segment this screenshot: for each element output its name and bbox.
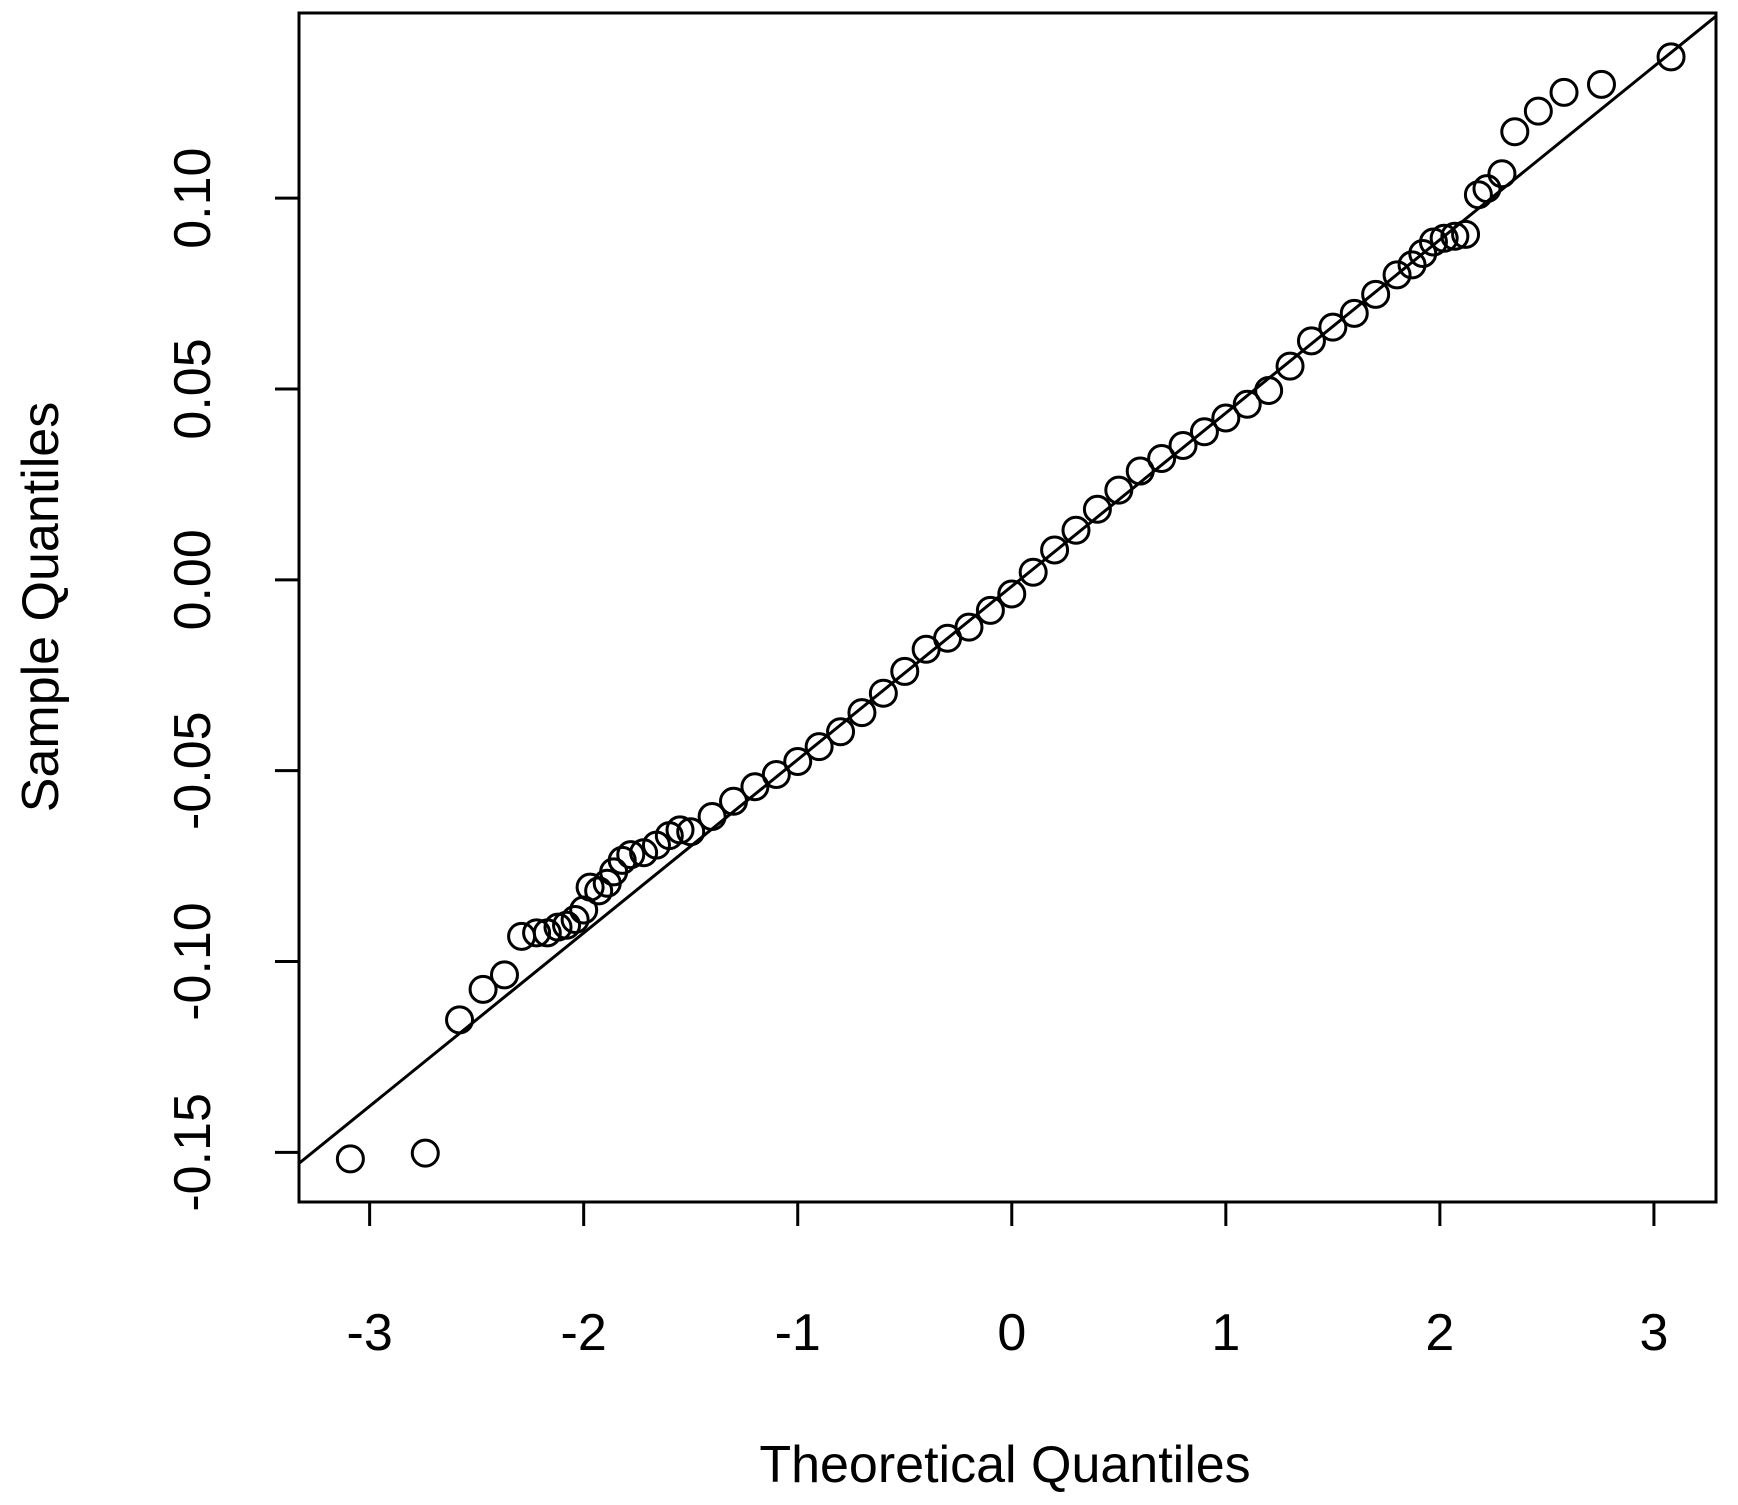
point	[1232, 389, 1262, 419]
point	[1361, 279, 1391, 309]
point	[1040, 535, 1070, 565]
point	[1275, 351, 1305, 381]
point	[1189, 417, 1219, 447]
plot-frame	[297, 11, 1718, 1204]
point	[1082, 494, 1112, 524]
point	[1211, 403, 1241, 433]
x-tick-label: -1	[775, 1304, 821, 1362]
point	[665, 815, 695, 845]
point	[1586, 69, 1616, 99]
point	[616, 840, 646, 870]
point	[1318, 312, 1348, 342]
y-tick-label: -0.10	[164, 902, 222, 1021]
point	[697, 801, 727, 831]
point	[1254, 376, 1284, 406]
point	[1382, 260, 1412, 290]
point	[890, 656, 920, 686]
x-tick-label: 2	[1425, 1304, 1454, 1362]
point	[1429, 223, 1459, 253]
point	[975, 595, 1005, 625]
point	[1440, 221, 1470, 251]
point	[584, 876, 614, 906]
point	[1168, 430, 1198, 460]
point	[1472, 174, 1502, 204]
point	[719, 786, 749, 816]
point	[1523, 96, 1553, 126]
point	[868, 678, 898, 708]
point	[826, 717, 856, 747]
point	[1125, 456, 1155, 486]
point	[1018, 557, 1048, 587]
x-tick-label: 0	[997, 1304, 1026, 1362]
point	[1147, 443, 1177, 473]
y-tick-label: 0.00	[164, 529, 222, 630]
point	[761, 759, 791, 789]
point	[522, 918, 552, 948]
point	[1339, 298, 1369, 328]
point	[489, 960, 519, 990]
point	[804, 732, 834, 762]
y-tick-label: 0.05	[164, 338, 222, 439]
x-tick-label: 3	[1639, 1304, 1668, 1362]
point	[847, 698, 877, 728]
point	[997, 579, 1027, 609]
point	[676, 817, 706, 847]
y-tick-label: -0.15	[164, 1093, 222, 1212]
y-tick-label: -0.05	[164, 711, 222, 830]
x-tick-label: 1	[1211, 1304, 1240, 1362]
point	[1104, 475, 1134, 505]
point	[1463, 180, 1493, 210]
point	[1061, 515, 1091, 545]
point	[1500, 117, 1530, 147]
point	[783, 747, 813, 777]
point	[1487, 159, 1517, 189]
point	[560, 905, 590, 935]
x-tick-label: -2	[561, 1304, 607, 1362]
point	[1451, 219, 1481, 249]
point	[468, 974, 498, 1004]
x-axis-title: Theoretical Quantiles	[759, 1436, 1250, 1494]
point	[1549, 77, 1579, 107]
y-axis-title: Sample Quantiles	[12, 402, 70, 812]
point	[1656, 42, 1686, 72]
qq-line	[298, 15, 1717, 1165]
point	[552, 910, 582, 940]
point	[335, 1144, 365, 1174]
point	[607, 845, 637, 875]
x-tick-label: -3	[347, 1304, 393, 1362]
point	[740, 772, 770, 802]
y-tick-label: 0.10	[164, 148, 222, 249]
point	[1296, 326, 1326, 356]
point	[445, 1005, 475, 1035]
point	[954, 612, 984, 642]
point	[410, 1138, 440, 1168]
